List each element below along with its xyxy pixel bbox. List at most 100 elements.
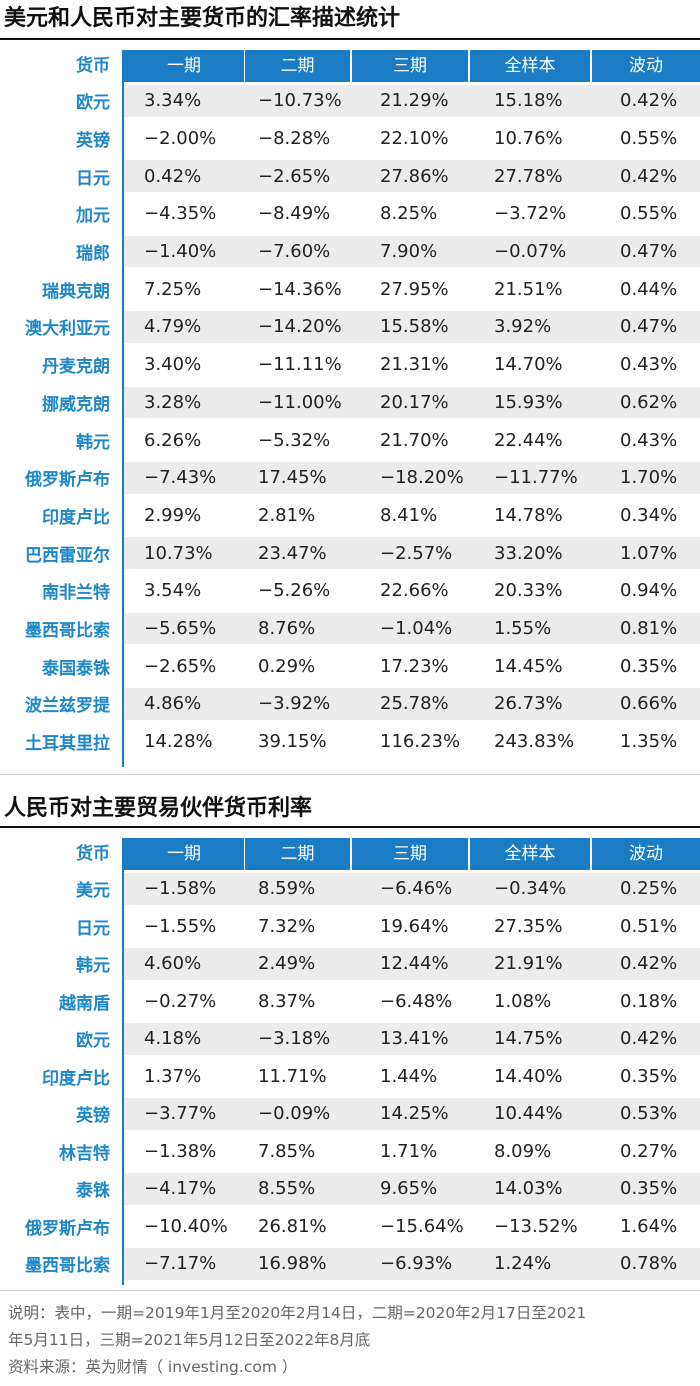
cell-full-sample: −0.34% xyxy=(494,878,567,900)
cell-period1: −1.58% xyxy=(144,878,217,900)
cell-full-sample: 26.73% xyxy=(494,693,563,715)
table-row: 英镑 −3.77% −0.09% 14.25% 10.44% 0.53% xyxy=(0,1095,700,1133)
cell-period3: 9.65% xyxy=(380,1178,438,1200)
cell-period2: 2.81% xyxy=(258,504,316,526)
currency-name: 澳大利亚元 xyxy=(25,319,110,340)
cell-volatility: 0.47% xyxy=(620,316,678,338)
note-line-2: 年5月11日，三期=2021年5月12日至2022年8月底 xyxy=(8,1331,371,1349)
cell-period2: −11.00% xyxy=(258,391,342,413)
cell-volatility: 0.42% xyxy=(620,165,678,187)
cell-period2: −14.36% xyxy=(258,278,342,300)
cell-period1: −1.40% xyxy=(144,241,217,263)
cell-period2: −14.20% xyxy=(258,316,342,338)
cell-period1: 7.25% xyxy=(144,278,202,300)
table2-header: 货币 一期 二期 三期 全样本 波动 xyxy=(0,838,700,870)
cell-volatility: 0.18% xyxy=(620,990,678,1012)
cell-period2: −8.28% xyxy=(258,128,331,150)
currency-name: 挪威克朗 xyxy=(42,394,110,415)
cell-period1: −4.35% xyxy=(144,203,217,225)
table-row: 墨西哥比索 −7.17% 16.98% −6.93% 1.24% 0.78% xyxy=(0,1245,700,1283)
cell-period2: −5.26% xyxy=(258,580,331,602)
cell-period3: −18.20% xyxy=(380,467,464,489)
cell-volatility: 0.35% xyxy=(620,1178,678,1200)
row-background xyxy=(124,873,700,905)
currency-name: 林吉特 xyxy=(59,1143,110,1164)
cell-full-sample: −13.52% xyxy=(494,1215,578,1237)
cell-period2: −7.60% xyxy=(258,241,331,263)
table2-col-header-period2: 二期 xyxy=(245,838,350,870)
cell-period3: 15.58% xyxy=(380,316,449,338)
cell-period2: 26.81% xyxy=(258,1215,327,1237)
cell-full-sample: 1.55% xyxy=(494,617,552,639)
cell-period3: −6.93% xyxy=(380,1253,453,1275)
cell-period1: −0.27% xyxy=(144,990,217,1012)
cell-period2: −2.65% xyxy=(258,165,331,187)
row-background xyxy=(124,612,700,645)
cell-period3: 116.23% xyxy=(380,731,461,753)
cell-period1: 10.73% xyxy=(144,542,213,564)
table2-divider xyxy=(122,838,124,1285)
cell-period1: −7.17% xyxy=(144,1253,217,1275)
cell-full-sample: −3.72% xyxy=(494,203,567,225)
currency-name: 俄罗斯卢布 xyxy=(25,470,110,491)
cell-volatility: 0.42% xyxy=(620,1028,678,1050)
cell-period3: 14.25% xyxy=(380,1103,449,1125)
cell-period1: 14.28% xyxy=(144,731,213,753)
currency-name: 南非兰特 xyxy=(42,583,110,604)
row-background xyxy=(124,311,700,343)
cell-volatility: 0.43% xyxy=(620,354,678,376)
cell-volatility: 0.35% xyxy=(620,655,678,677)
cell-period1: 4.79% xyxy=(144,316,202,338)
cell-period2: −0.09% xyxy=(258,1103,331,1125)
row-background xyxy=(124,235,700,268)
cell-full-sample: 22.44% xyxy=(494,429,563,451)
table-row: 波兰兹罗提 4.86% −3.92% 25.78% 26.73% 0.66% xyxy=(0,685,700,723)
cell-period1: 4.18% xyxy=(144,1028,202,1050)
currency-name: 泰铢 xyxy=(76,1181,110,1202)
cell-period1: 6.26% xyxy=(144,429,202,451)
cell-full-sample: 14.78% xyxy=(494,504,563,526)
cell-period3: 25.78% xyxy=(380,693,449,715)
table-row: 南非兰特 3.54% −5.26% 22.66% 20.33% 0.94% xyxy=(0,572,700,610)
currency-name: 英镑 xyxy=(76,131,110,152)
cell-period3: 19.64% xyxy=(380,915,449,937)
note-divider xyxy=(0,1290,700,1291)
cell-volatility: 0.42% xyxy=(620,953,678,975)
table-row: 澳大利亚元 4.79% −14.20% 15.58% 3.92% 0.47% xyxy=(0,308,700,346)
cell-volatility: 0.35% xyxy=(620,1065,678,1087)
table1-col-header-period3: 三期 xyxy=(352,50,468,82)
table-row: 墨西哥比索 −5.65% 8.76% −1.04% 1.55% 0.81% xyxy=(0,610,700,648)
row-background xyxy=(124,85,700,117)
currency-name: 韩元 xyxy=(76,432,110,453)
cell-period3: 27.86% xyxy=(380,165,449,187)
table2-col-header-period1: 一期 xyxy=(124,838,244,870)
cell-period2: 16.98% xyxy=(258,1253,327,1275)
table1-row-header: 货币 xyxy=(76,56,110,76)
table-note: 说明：表中，一期=2019年1月至2020年2月14日，二期=2020年2月17… xyxy=(8,1300,698,1381)
cell-period2: −3.92% xyxy=(258,693,331,715)
cell-volatility: 0.51% xyxy=(620,915,678,937)
cell-period1: −3.77% xyxy=(144,1103,217,1125)
currency-name: 瑞郎 xyxy=(76,244,110,265)
currency-name: 美元 xyxy=(76,881,110,902)
cell-full-sample: 1.24% xyxy=(494,1253,552,1275)
table-row: 俄罗斯卢布 −7.43% 17.45% −18.20% −11.77% 1.70% xyxy=(0,459,700,497)
table1-col-header-period2: 二期 xyxy=(245,50,350,82)
cell-period1: −5.65% xyxy=(144,617,217,639)
currency-name: 加元 xyxy=(76,206,110,227)
cell-full-sample: 14.40% xyxy=(494,1065,563,1087)
cell-period2: 11.71% xyxy=(258,1065,327,1087)
cell-period1: 3.40% xyxy=(144,354,202,376)
cell-full-sample: 21.51% xyxy=(494,278,563,300)
cell-period1: 4.86% xyxy=(144,693,202,715)
cell-period3: 7.90% xyxy=(380,241,438,263)
cell-period2: −10.73% xyxy=(258,90,342,112)
cell-period1: 4.60% xyxy=(144,953,202,975)
cell-full-sample: 243.83% xyxy=(494,731,575,753)
table-row: 美元 −1.58% 8.59% −6.46% −0.34% 0.25% xyxy=(0,870,700,908)
cell-period3: 22.10% xyxy=(380,128,449,150)
cell-volatility: 0.43% xyxy=(620,429,678,451)
currency-name: 日元 xyxy=(76,918,110,939)
table-row: 日元 0.42% −2.65% 27.86% 27.78% 0.42% xyxy=(0,157,700,195)
row-background xyxy=(124,1173,700,1205)
